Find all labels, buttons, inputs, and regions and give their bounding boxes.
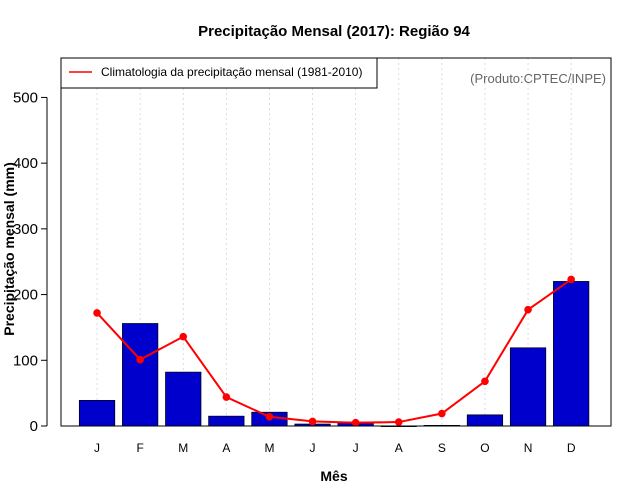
- x-tick-label: J: [353, 441, 359, 455]
- climatology-point: [394, 418, 403, 426]
- x-tick-label: M: [264, 441, 274, 455]
- bar-d-12: [553, 281, 590, 427]
- climatology-point: [524, 305, 532, 314]
- climatology-line: [96, 278, 572, 424]
- bars-group: [78, 281, 590, 427]
- bar-j-1: [78, 400, 116, 427]
- legend-label: Climatologia da precipitação mensal (198…: [101, 65, 362, 79]
- climatology-point: [308, 417, 317, 426]
- climatology-point: [265, 413, 274, 421]
- bar-m-3: [165, 371, 202, 427]
- x-tick-label: O: [480, 441, 489, 455]
- x-tick-label: A: [395, 441, 403, 455]
- y-tick-label: 100: [13, 352, 38, 369]
- legend-box: [60, 57, 378, 89]
- climatology-point: [93, 309, 101, 317]
- climatology-point: [136, 355, 144, 364]
- grid-lines: [96, 58, 572, 426]
- climatology-point: [179, 332, 188, 341]
- y-tick-label: 300: [13, 221, 38, 238]
- bar-o-10: [466, 414, 504, 427]
- bar-f-2: [122, 323, 159, 427]
- y-axis: 0 100 200 300 400 500: [13, 89, 48, 435]
- climatology-point: [222, 393, 231, 401]
- x-tick-label: J: [94, 441, 100, 455]
- climatology-line-group: [93, 275, 575, 427]
- bar-a-4: [208, 415, 245, 427]
- y-tick-label: 500: [13, 89, 38, 106]
- x-tick-label: D: [567, 441, 576, 455]
- bar-n-11: [509, 347, 547, 427]
- y-axis-label: Precipitação mensal (mm): [1, 162, 17, 336]
- x-axis-label: Mês: [320, 468, 347, 484]
- source-note: (Produto:CPTEC/INPE): [470, 71, 606, 86]
- x-tick-label: N: [524, 441, 533, 455]
- x-tick-label: M: [178, 441, 188, 455]
- x-tick-label: A: [222, 441, 230, 455]
- legend: Climatologia da precipitação mensal (198…: [60, 57, 378, 89]
- x-tick-label: S: [438, 441, 446, 455]
- y-tick-label: 200: [13, 287, 38, 304]
- climatology-point: [481, 377, 489, 386]
- climatology-point: [438, 409, 446, 418]
- y-tick-label: 400: [13, 155, 38, 172]
- climatology-point: [351, 418, 360, 427]
- climatology-point: [567, 275, 575, 284]
- chart-title: Precipitação Mensal (2017): Região 94: [198, 23, 470, 40]
- x-tick-label: J: [310, 441, 316, 455]
- x-tick-label: F: [136, 441, 143, 455]
- y-tick-label: 0: [30, 418, 38, 435]
